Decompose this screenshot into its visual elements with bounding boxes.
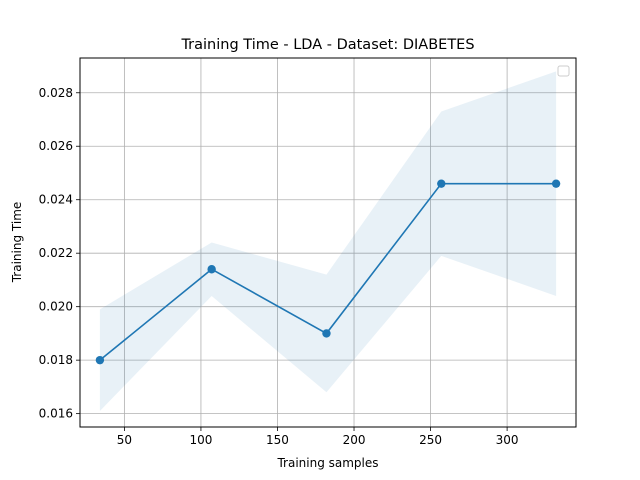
data-point	[207, 265, 216, 274]
x-tick-label: 50	[117, 433, 132, 447]
chart-title: Training Time - LDA - Dataset: DIABETES	[180, 37, 474, 53]
x-tick-label: 200	[343, 433, 366, 447]
x-tick-label: 250	[419, 433, 442, 447]
legend-box	[557, 65, 570, 77]
y-tick-label: 0.026	[39, 139, 73, 153]
y-tick-label: 0.016	[39, 407, 73, 421]
y-axis-label: Training Time	[10, 202, 24, 284]
data-point	[322, 329, 331, 338]
x-ticks: 50 100 150 200 250 300	[117, 427, 519, 447]
series	[95, 179, 561, 365]
y-ticks: 0.016 0.018 0.020 0.022 0.024 0.026 0.028	[39, 86, 80, 421]
x-tick-label: 150	[266, 433, 289, 447]
y-tick-label: 0.028	[39, 86, 73, 100]
grid-lines	[80, 58, 576, 427]
y-tick-label: 0.018	[39, 353, 73, 367]
y-tick-label: 0.020	[39, 300, 73, 314]
x-tick-label: 300	[496, 433, 519, 447]
confidence-band-area	[99, 71, 557, 411]
data-point	[95, 355, 105, 365]
plot-frame	[79, 57, 577, 428]
data-point	[551, 179, 561, 188]
y-tick-label: 0.022	[39, 246, 73, 260]
y-tick-label: 0.024	[39, 193, 73, 207]
x-tick-label: 100	[189, 433, 212, 447]
data-point	[437, 179, 446, 188]
confidence-band	[99, 71, 557, 411]
x-axis-label: Training samples	[276, 456, 378, 470]
